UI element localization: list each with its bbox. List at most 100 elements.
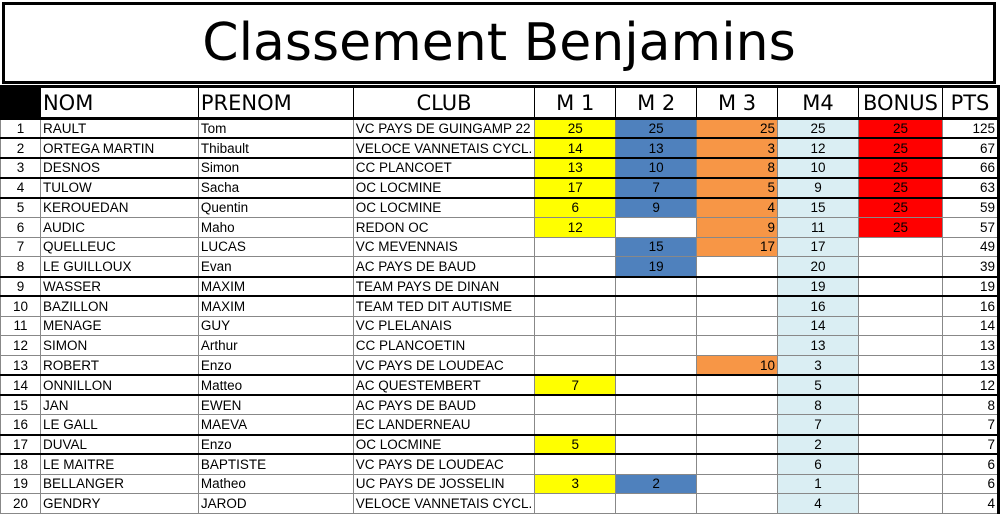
cell-club[interactable]: VC PAYS DE LOUDEAC	[352, 453, 536, 475]
cell-m2[interactable]	[615, 493, 698, 514]
cell-m3[interactable]	[696, 493, 779, 514]
cell-m3[interactable]: 10	[696, 355, 779, 376]
cell-prenom[interactable]: LUCAS	[197, 236, 354, 258]
cell-m2[interactable]	[615, 394, 698, 416]
cell-rank[interactable]: 7	[0, 236, 41, 258]
cell-m1[interactable]	[534, 236, 617, 258]
cell-m3[interactable]: 8	[696, 157, 779, 179]
cell-pts[interactable]: 6	[941, 473, 1000, 495]
cell-club[interactable]: UC PAYS DE JOSSELIN	[352, 473, 536, 495]
cell-pts[interactable]: 7	[941, 433, 1000, 455]
cell-m3[interactable]	[696, 394, 779, 416]
cell-bonus[interactable]	[857, 335, 943, 356]
cell-m2[interactable]	[615, 216, 698, 238]
cell-m4[interactable]: 3	[777, 355, 859, 376]
cell-prenom[interactable]: Sacha	[197, 176, 354, 198]
cell-bonus[interactable]: 25	[857, 118, 943, 139]
cell-nom[interactable]: LE MAITRE	[39, 453, 199, 475]
cell-m2[interactable]	[615, 275, 698, 297]
cell-rank[interactable]: 13	[0, 355, 41, 376]
cell-m1[interactable]	[534, 335, 617, 356]
cell-bonus[interactable]	[857, 315, 943, 337]
cell-nom[interactable]: ROBERT	[39, 355, 199, 376]
cell-nom[interactable]: LE GUILLOUX	[39, 256, 199, 277]
cell-m4[interactable]: 15	[777, 196, 859, 218]
cell-nom[interactable]: LE GALL	[39, 414, 199, 435]
cell-m4[interactable]: 10	[777, 157, 859, 179]
cell-m4[interactable]: 13	[777, 335, 859, 356]
cell-club[interactable]: REDON OC	[352, 216, 536, 238]
cell-nom[interactable]: ORTEGA MARTIN	[39, 137, 199, 159]
cell-rank[interactable]: 14	[0, 374, 41, 396]
cell-m2[interactable]	[615, 315, 698, 337]
cell-m2[interactable]: 7	[615, 176, 698, 198]
cell-nom[interactable]: JAN	[39, 394, 199, 416]
cell-rank[interactable]: 11	[0, 315, 41, 337]
cell-pts[interactable]: 57	[941, 216, 1000, 238]
cell-prenom[interactable]: Enzo	[197, 355, 354, 376]
cell-nom[interactable]: GENDRY	[39, 493, 199, 514]
cell-m4[interactable]: 7	[777, 414, 859, 435]
cell-m2[interactable]: 25	[615, 118, 698, 139]
cell-bonus[interactable]: 25	[857, 137, 943, 159]
cell-pts[interactable]: 7	[941, 414, 1000, 435]
cell-m4[interactable]: 8	[777, 394, 859, 416]
cell-prenom[interactable]: MAXIM	[197, 295, 354, 317]
cell-prenom[interactable]: BAPTISTE	[197, 453, 354, 475]
cell-bonus[interactable]	[857, 355, 943, 376]
cell-club[interactable]: VC PAYS DE GUINGAMP 22	[352, 118, 536, 139]
header-rank[interactable]	[0, 85, 41, 120]
cell-m4[interactable]: 9	[777, 176, 859, 198]
cell-m3[interactable]: 3	[696, 137, 779, 159]
cell-club[interactable]: VELOCE VANNETAIS CYCL.	[352, 493, 536, 514]
cell-club[interactable]: AC QUESTEMBERT	[352, 374, 536, 396]
cell-club[interactable]: TEAM TED DIT AUTISME	[352, 295, 536, 317]
cell-bonus[interactable]	[857, 295, 943, 317]
cell-m2[interactable]: 2	[615, 473, 698, 495]
cell-pts[interactable]: 13	[941, 335, 1000, 356]
header-bonus[interactable]: BONUS	[857, 85, 943, 120]
cell-prenom[interactable]: Thibault	[197, 137, 354, 159]
cell-nom[interactable]: BAZILLON	[39, 295, 199, 317]
cell-nom[interactable]: DUVAL	[39, 433, 199, 455]
cell-club[interactable]: EC LANDERNEAU	[352, 414, 536, 435]
cell-m1[interactable]	[534, 315, 617, 337]
cell-m4[interactable]: 16	[777, 295, 859, 317]
cell-pts[interactable]: 14	[941, 315, 1000, 337]
cell-nom[interactable]: DESNOS	[39, 157, 199, 179]
cell-m1[interactable]: 14	[534, 137, 617, 159]
cell-rank[interactable]: 5	[0, 196, 41, 218]
cell-bonus[interactable]	[857, 414, 943, 435]
cell-prenom[interactable]: MAXIM	[197, 275, 354, 297]
cell-prenom[interactable]: Tom	[197, 118, 354, 139]
cell-rank[interactable]: 18	[0, 453, 41, 475]
cell-bonus[interactable]: 25	[857, 157, 943, 179]
cell-m3[interactable]: 9	[696, 216, 779, 238]
cell-pts[interactable]: 4	[941, 493, 1000, 514]
cell-club[interactable]: VC PLELANAIS	[352, 315, 536, 337]
cell-bonus[interactable]	[857, 493, 943, 514]
cell-rank[interactable]: 17	[0, 433, 41, 455]
cell-m3[interactable]: 4	[696, 196, 779, 218]
cell-m1[interactable]	[534, 453, 617, 475]
cell-m4[interactable]: 25	[777, 118, 859, 139]
cell-club[interactable]: OC LOCMINE	[352, 176, 536, 198]
cell-m2[interactable]	[615, 433, 698, 455]
cell-m2[interactable]	[615, 414, 698, 435]
cell-club[interactable]: VC MEVENNAIS	[352, 236, 536, 258]
header-m3[interactable]: M 3	[696, 85, 779, 120]
cell-club[interactable]: CC PLANCOETIN	[352, 335, 536, 356]
cell-m1[interactable]	[534, 394, 617, 416]
cell-rank[interactable]: 1	[0, 118, 41, 139]
cell-pts[interactable]: 49	[941, 236, 1000, 258]
cell-club[interactable]: CC PLANCOET	[352, 157, 536, 179]
header-club[interactable]: CLUB	[352, 85, 536, 120]
cell-pts[interactable]: 19	[941, 275, 1000, 297]
cell-bonus[interactable]	[857, 433, 943, 455]
cell-pts[interactable]: 16	[941, 295, 1000, 317]
cell-prenom[interactable]: Enzo	[197, 433, 354, 455]
cell-m3[interactable]	[696, 256, 779, 277]
cell-prenom[interactable]: Maho	[197, 216, 354, 238]
cell-m4[interactable]: 17	[777, 236, 859, 258]
cell-rank[interactable]: 3	[0, 157, 41, 179]
